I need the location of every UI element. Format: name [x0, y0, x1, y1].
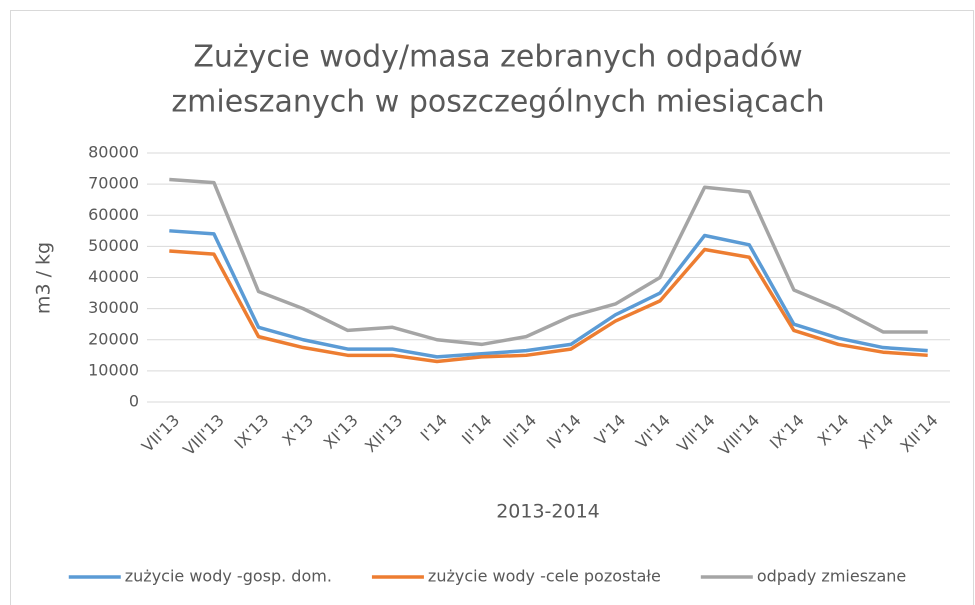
y-axis-label: m3 / kg — [33, 242, 55, 314]
y-tick-label: 50000 — [88, 236, 139, 255]
chart-title: zmieszanych w poszczególnych miesiącach — [171, 85, 824, 120]
chart-title: Zużycie wody/masa zebranych odpadów — [193, 40, 802, 75]
y-tick-label: 0 — [129, 392, 139, 411]
legend-label: odpady zmieszane — [757, 567, 906, 586]
y-tick-label: 70000 — [88, 174, 139, 193]
x-axis-label: 2013-2014 — [496, 501, 600, 523]
y-tick-label: 40000 — [88, 267, 139, 286]
series-line — [169, 247, 928, 364]
y-tick-label: 80000 — [88, 143, 139, 162]
series-line — [169, 177, 928, 347]
y-tick-label: 20000 — [88, 329, 139, 348]
y-tick-label: 10000 — [88, 360, 139, 379]
legend-label: zużycie wody -cele pozostałe — [428, 567, 661, 586]
chart-border — [10, 10, 974, 605]
y-tick-label: 60000 — [88, 205, 139, 224]
legend-label: zużycie wody -gosp. dom. — [125, 567, 332, 586]
series-line — [169, 229, 928, 359]
y-tick-label: 30000 — [88, 298, 139, 317]
